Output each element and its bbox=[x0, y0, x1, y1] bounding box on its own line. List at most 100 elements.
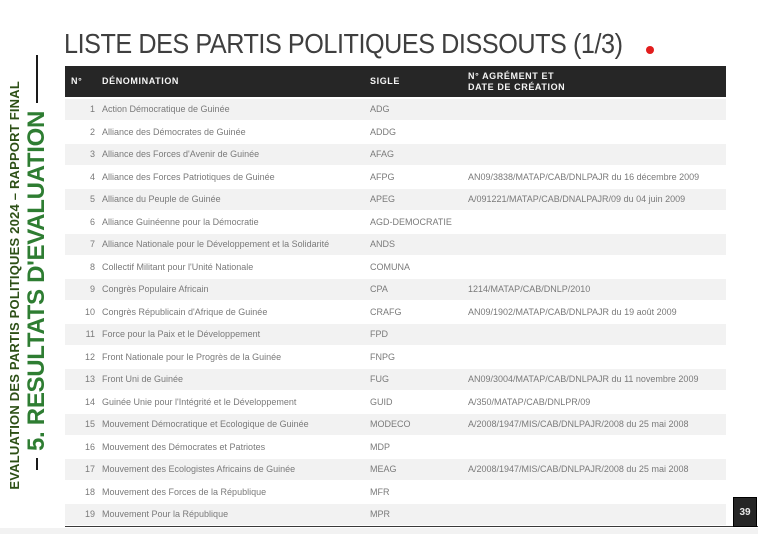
cell-num: 16 bbox=[65, 435, 100, 459]
cell-agrement bbox=[465, 435, 726, 459]
cell-agrement bbox=[465, 480, 726, 504]
cell-num: 1 bbox=[65, 98, 100, 122]
cell-num: 10 bbox=[65, 300, 100, 324]
cell-denomination: Alliance Nationale pour le Développement… bbox=[100, 233, 365, 257]
cell-num: 15 bbox=[65, 413, 100, 437]
cell-agrement: AN09/3004/MATAP/CAB/DNLPAJR du 11 novemb… bbox=[465, 368, 726, 392]
table-row: 4 Alliance des Forces Patriotiques de Gu… bbox=[65, 165, 726, 189]
cell-num: 11 bbox=[65, 323, 100, 347]
table-row: 14 Guinée Unie pour l'Intégrité et le Dé… bbox=[65, 390, 726, 414]
table-row: 15 Mouvement Démocratique et Ecologique … bbox=[65, 413, 726, 437]
cell-denomination: Congrès Populaire Africain bbox=[100, 278, 365, 302]
table-row: 19 Mouvement Pour la République MPR bbox=[65, 503, 726, 527]
section-title-vertical: 5. RESULTATS D'EVALUATION bbox=[22, 55, 52, 480]
cell-num: 5 bbox=[65, 188, 100, 212]
column-header-num: N° bbox=[65, 66, 100, 99]
page-number-badge: 39 bbox=[733, 497, 757, 527]
cell-agrement: A/2008/1947/MIS/CAB/DNLPAJR/2008 du 25 m… bbox=[465, 413, 726, 437]
cell-num: 6 bbox=[65, 210, 100, 234]
table-row: 12 Front Nationale pour le Progrès de la… bbox=[65, 345, 726, 369]
parties-table: N° DÉNOMINATION SIGLE N° AGRÉMENT ET DAT… bbox=[65, 66, 726, 527]
cell-sigle: ADDG bbox=[365, 120, 465, 144]
cell-sigle: FPD bbox=[365, 323, 465, 347]
cell-num: 2 bbox=[65, 120, 100, 144]
cell-num: 8 bbox=[65, 255, 100, 279]
cell-num: 9 bbox=[65, 278, 100, 302]
cell-denomination: Front Uni de Guinée bbox=[100, 368, 365, 392]
cell-sigle: APEG bbox=[365, 188, 465, 212]
cell-denomination: Action Démocratique de Guinée bbox=[100, 98, 365, 122]
cell-num: 18 bbox=[65, 480, 100, 504]
table-header: N° DÉNOMINATION SIGLE N° AGRÉMENT ET DAT… bbox=[65, 66, 726, 99]
cell-agrement bbox=[465, 323, 726, 347]
cell-denomination: Alliance des Forces d'Avenir de Guinée bbox=[100, 143, 365, 167]
cell-denomination: Mouvement Démocratique et Ecologique de … bbox=[100, 413, 365, 437]
cell-agrement: AN09/1902/MATAP/CAB/DNLPAJR du 19 août 2… bbox=[465, 300, 726, 324]
report-subtitle-label: EVALUATION DES PARTIS POLITIQUES 2024 – … bbox=[6, 81, 22, 490]
cell-num: 7 bbox=[65, 233, 100, 257]
cell-num: 12 bbox=[65, 345, 100, 369]
table-row: 5 Alliance du Peuple de Guinée APEG A/09… bbox=[65, 188, 726, 212]
cell-agrement bbox=[465, 255, 726, 279]
cell-sigle: MPR bbox=[365, 503, 465, 527]
cell-num: 19 bbox=[65, 503, 100, 527]
page-number: 39 bbox=[739, 506, 751, 518]
cell-sigle: CRAFG bbox=[365, 300, 465, 324]
cell-sigle: MODECO bbox=[365, 413, 465, 437]
table-body: 1 Action Démocratique de Guinée ADG 2 Al… bbox=[65, 98, 726, 527]
cell-agrement bbox=[465, 345, 726, 369]
cell-denomination: Mouvement des Forces de la République bbox=[100, 480, 365, 504]
page-title: LISTE DES PARTIS POLITIQUES DISSOUTS (1/… bbox=[64, 28, 623, 59]
footer-divider bbox=[65, 526, 758, 527]
footer-strip bbox=[0, 528, 758, 534]
cell-sigle: MEAG bbox=[365, 458, 465, 482]
column-header-agrement: N° AGRÉMENT ET DATE DE CRÉATION bbox=[465, 66, 726, 99]
cell-sigle: ADG bbox=[365, 98, 465, 122]
cell-sigle: FUG bbox=[365, 368, 465, 392]
sidebar-vertical-text: EVALUATION DES PARTIS POLITIQUES 2024 – … bbox=[6, 55, 54, 490]
cell-sigle: AGD-DEMOCRATIE bbox=[365, 210, 465, 234]
cell-agrement: A/350/MATAP/CAB/DNLPR/09 bbox=[465, 390, 726, 414]
table-row: 17 Mouvement des Ecologistes Africains d… bbox=[65, 458, 726, 482]
table-row: 7 Alliance Nationale pour le Développeme… bbox=[65, 233, 726, 257]
cell-num: 4 bbox=[65, 165, 100, 189]
cell-sigle: MFR bbox=[365, 480, 465, 504]
table-row: 16 Mouvement des Démocrates et Patriotes… bbox=[65, 435, 726, 459]
column-header-denomination: DÉNOMINATION bbox=[100, 66, 365, 99]
cell-agrement bbox=[465, 503, 726, 527]
column-header-agrement-line2: DATE DE CRÉATION bbox=[468, 81, 566, 92]
cell-num: 17 bbox=[65, 458, 100, 482]
cell-agrement bbox=[465, 210, 726, 234]
table-row: 18 Mouvement des Forces de la République… bbox=[65, 480, 726, 504]
cell-sigle: CPA bbox=[365, 278, 465, 302]
cell-sigle: GUID bbox=[365, 390, 465, 414]
cell-agrement: 1214/MATAP/CAB/DNLP/2010 bbox=[465, 278, 726, 302]
cell-denomination: Alliance des Démocrates de Guinée bbox=[100, 120, 365, 144]
table-row: 6 Alliance Guinéenne pour la Démocratie … bbox=[65, 210, 726, 234]
table-row: 10 Congrès Républicain d'Afrique de Guin… bbox=[65, 300, 726, 324]
table-row: 3 Alliance des Forces d'Avenir de Guinée… bbox=[65, 143, 726, 167]
cell-denomination: Force pour la Paix et le Développement bbox=[100, 323, 365, 347]
section-trail-rule bbox=[36, 55, 38, 103]
cell-denomination: Alliance Guinéenne pour la Démocratie bbox=[100, 210, 365, 234]
cell-num: 14 bbox=[65, 390, 100, 414]
cell-agrement bbox=[465, 120, 726, 144]
table-row: 8 Collectif Militant pour l'Unité Nation… bbox=[65, 255, 726, 279]
cell-agrement: A/091221/MATAP/CAB/DNALPAJR/09 du 04 jui… bbox=[465, 188, 726, 212]
section-title-label: 5. RESULTATS D'EVALUATION bbox=[23, 111, 50, 451]
title-accent-dot bbox=[646, 46, 654, 54]
cell-sigle: MDP bbox=[365, 435, 465, 459]
cell-sigle: ANDS bbox=[365, 233, 465, 257]
cell-denomination: Alliance des Forces Patriotiques de Guin… bbox=[100, 165, 365, 189]
cell-denomination: Mouvement des Démocrates et Patriotes bbox=[100, 435, 365, 459]
cell-denomination: Mouvement Pour la République bbox=[100, 503, 365, 527]
table-row: 11 Force pour la Paix et le Développemen… bbox=[65, 323, 726, 347]
table-row: 1 Action Démocratique de Guinée ADG bbox=[65, 98, 726, 122]
cell-denomination: Congrès Républicain d'Afrique de Guinée bbox=[100, 300, 365, 324]
cell-agrement bbox=[465, 98, 726, 122]
cell-num: 3 bbox=[65, 143, 100, 167]
cell-agrement: AN09/3838/MATAP/CAB/DNLPAJR du 16 décemb… bbox=[465, 165, 726, 189]
cell-sigle: AFPG bbox=[365, 165, 465, 189]
column-header-agrement-line1: N° AGRÉMENT ET bbox=[468, 70, 555, 81]
